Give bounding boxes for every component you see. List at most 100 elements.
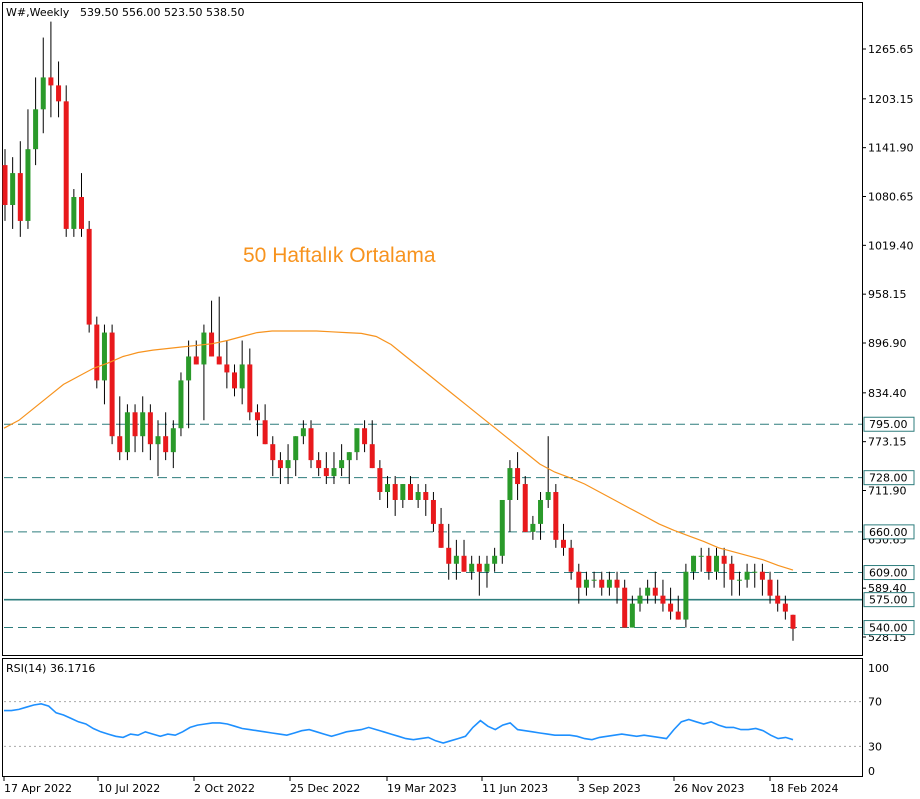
candle-body	[461, 555, 467, 572]
candle-body	[538, 499, 544, 524]
candle-body	[362, 428, 368, 445]
candle-body	[270, 444, 276, 461]
candle-body	[17, 173, 23, 221]
price-tick-label: 834.40	[868, 387, 907, 400]
candle-body	[453, 555, 459, 564]
price-axis: 1265.65 1203.15 1141.90 1080.65 1019.40 958.1…	[862, 43, 914, 644]
candle-body	[645, 587, 651, 596]
rsi-label: RSI(14) 36.1716	[6, 662, 95, 675]
candle-body	[629, 603, 635, 628]
rsi-tick-label: 0	[868, 765, 875, 778]
rsi-tick-label: 70	[868, 696, 882, 709]
time-tick-label: 11 Jun 2023	[482, 782, 548, 795]
candle-body	[545, 492, 551, 500]
candle-body	[484, 563, 490, 572]
candle-body	[515, 468, 521, 485]
candle-body	[254, 412, 260, 421]
candle-body	[86, 228, 92, 325]
ma-series-line	[3, 330, 794, 571]
candle-body	[79, 197, 85, 229]
candle-body	[331, 468, 337, 477]
candle-body	[109, 332, 115, 437]
candle-body	[560, 539, 566, 548]
candle-body	[124, 412, 130, 453]
candle-body	[339, 460, 345, 469]
candle-body	[507, 468, 513, 500]
candle-body	[614, 579, 620, 588]
candles	[2, 21, 796, 641]
candle-body	[316, 460, 322, 469]
candle-body	[63, 101, 69, 229]
price-tick-label: 1019.40	[868, 239, 914, 252]
candle-body	[591, 579, 597, 581]
level-label-box	[863, 524, 915, 540]
candle-body	[423, 492, 429, 500]
candle-body	[377, 468, 383, 493]
candle-body	[430, 499, 436, 524]
chart-symbol: W#,Weekly	[6, 6, 70, 19]
candle-body	[140, 412, 146, 437]
candle-body	[132, 412, 138, 437]
candle-body	[25, 149, 31, 221]
price-tick-label: 589.40	[868, 582, 907, 595]
price-tick-label: 773.15	[868, 436, 907, 449]
candle-body	[71, 197, 77, 229]
candle-body	[637, 595, 643, 604]
price-tick-label: 958.15	[868, 288, 907, 301]
candle-body	[40, 77, 46, 110]
candle-body	[675, 611, 681, 620]
candle-body	[446, 547, 452, 564]
time-tick-label: 19 Mar 2023	[387, 782, 457, 795]
time-tick-label: 18 Feb 2024	[770, 782, 838, 795]
candle-body	[285, 460, 291, 469]
level-label: 540.00	[869, 622, 908, 635]
candle-body	[193, 356, 199, 365]
candle-body	[736, 579, 742, 581]
candle-body	[790, 614, 796, 629]
candle-body	[232, 372, 238, 389]
candle-body	[33, 109, 39, 150]
candle-body	[155, 436, 161, 445]
price-tick-label: 1265.65	[868, 43, 914, 56]
candle-body	[400, 484, 406, 500]
price-panel-frame	[2, 2, 863, 656]
candle-body	[744, 571, 750, 580]
candle-body	[729, 563, 735, 580]
time-tick-label: 25 Dec 2022	[290, 782, 360, 795]
level-label-box	[863, 470, 915, 486]
price-tick-label: 1203.15	[868, 93, 914, 106]
candle-body	[224, 364, 230, 373]
candle-body	[599, 579, 605, 588]
candle-body	[492, 555, 498, 564]
candle-body	[277, 460, 283, 469]
candle-body	[530, 523, 536, 532]
candle-body	[476, 563, 482, 572]
candle-body	[56, 85, 62, 102]
price-tick-label: 896.90	[868, 337, 907, 350]
candle-body	[683, 571, 689, 620]
candle-body	[721, 555, 727, 564]
price-tick-label: 711.90	[868, 484, 907, 497]
candle-body	[209, 332, 215, 357]
ma-annotation: 50 Haftalık Ortalama	[243, 244, 436, 267]
candle-body	[323, 468, 329, 477]
candle-body	[300, 428, 306, 437]
rsi-series-line	[4, 702, 794, 744]
candle-body	[239, 364, 245, 389]
candle-body	[469, 563, 475, 572]
candle-body	[713, 555, 719, 572]
candle-body	[392, 484, 398, 500]
candle-body	[583, 579, 589, 588]
candle-body	[94, 324, 100, 381]
candle-body	[767, 579, 773, 596]
candle-body	[201, 332, 207, 365]
rsi-panel: 100 70 30 0	[4, 662, 889, 778]
time-tick-label: 10 Jul 2022	[98, 782, 160, 795]
level-label: 728.00	[869, 472, 908, 485]
candle-body	[668, 603, 674, 612]
candle-body	[216, 356, 222, 365]
candle-body	[782, 603, 788, 612]
candle-body	[522, 484, 528, 532]
candle-body	[553, 492, 559, 540]
candle-body	[346, 452, 352, 461]
